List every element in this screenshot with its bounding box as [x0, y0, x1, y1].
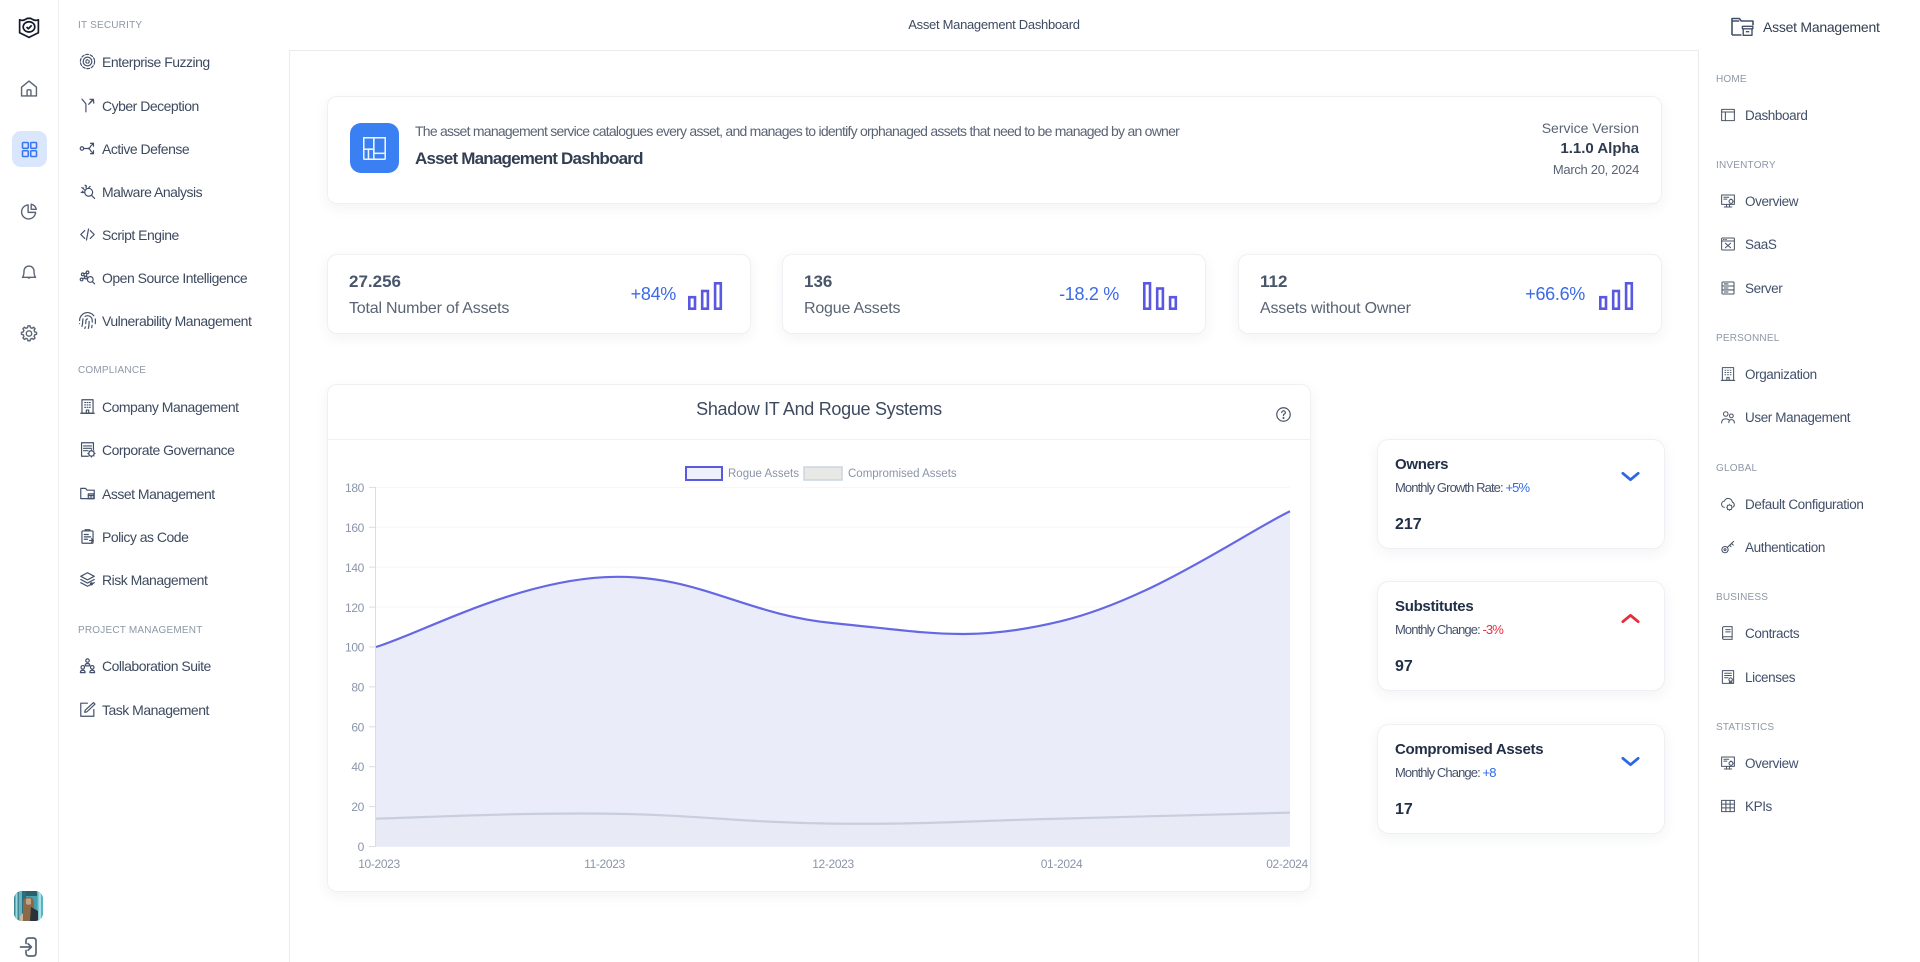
- svg-text:100: 100: [345, 641, 365, 655]
- svg-text:140: 140: [345, 561, 365, 575]
- svg-text:40: 40: [351, 760, 364, 774]
- svg-text:180: 180: [345, 481, 365, 495]
- svg-text:11-2023: 11-2023: [584, 857, 625, 871]
- svg-text:Rogue Assets: Rogue Assets: [728, 468, 799, 480]
- svg-text:20: 20: [351, 800, 364, 814]
- svg-text:12-2023: 12-2023: [812, 857, 854, 871]
- svg-text:0: 0: [358, 840, 365, 854]
- svg-text:Compromised Assets: Compromised Assets: [848, 468, 957, 480]
- svg-text:60: 60: [351, 721, 364, 735]
- svg-text:80: 80: [351, 681, 364, 695]
- svg-text:02-2024: 02-2024: [1266, 857, 1308, 871]
- svg-text:160: 160: [345, 521, 365, 535]
- svg-text:01-2024: 01-2024: [1041, 857, 1083, 871]
- svg-text:10-2023: 10-2023: [358, 857, 400, 871]
- svg-text:120: 120: [345, 601, 365, 615]
